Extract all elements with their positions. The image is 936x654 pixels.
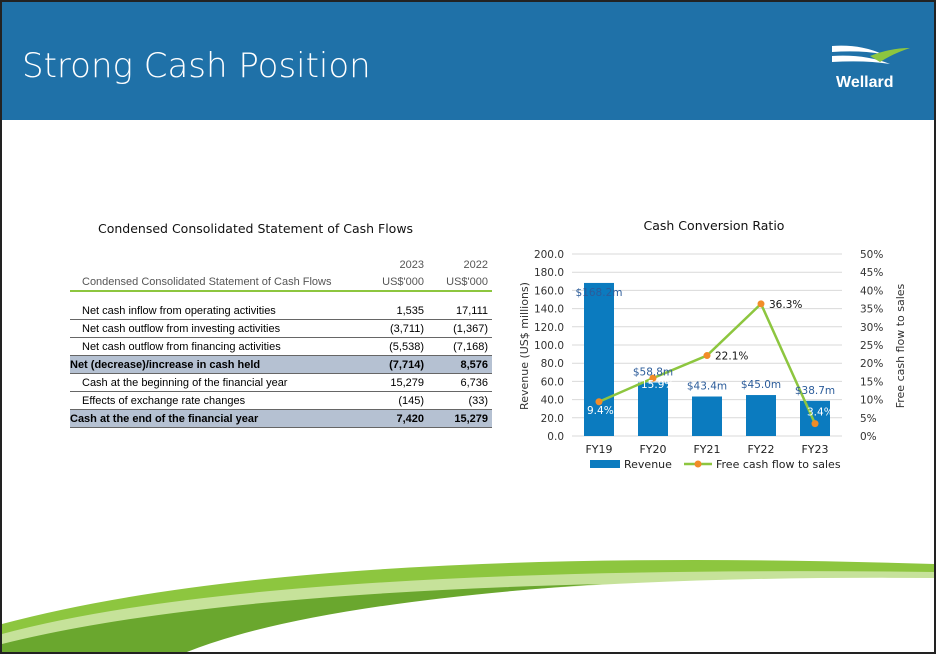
bar-value-label: $58.8m	[633, 366, 673, 378]
table-cell: Net cash outflow from investing activiti…	[70, 323, 364, 335]
bar-value-label: $45.0m	[741, 379, 781, 391]
line-value-label: 3.4%	[807, 407, 834, 419]
table-cell: 6,736	[428, 377, 492, 389]
table-cell: Net cash inflow from operating activitie…	[70, 305, 364, 317]
y2-axis-title: Free cash flow to sales	[894, 283, 907, 408]
y2-tick-label: 40%	[860, 285, 883, 297]
y-tick-label: 20.0	[541, 413, 564, 425]
table-cell: (7,168)	[428, 341, 492, 353]
line-value-label: 22.1%	[715, 351, 748, 363]
y-tick-label: 120.0	[534, 322, 564, 334]
y-tick-label: 200.0	[534, 249, 564, 261]
table-cell: Cash at the end of the financial year	[70, 413, 364, 425]
y2-tick-label: 30%	[860, 322, 883, 334]
y2-tick-label: 20%	[860, 358, 883, 370]
y2-tick-label: 25%	[860, 340, 883, 352]
table-cell: Net (decrease)/increase in cash held	[70, 359, 364, 371]
line-marker	[812, 420, 819, 427]
x-tick-label: FY19	[585, 443, 612, 456]
chart-title: Cash Conversion Ratio	[644, 218, 785, 233]
table-cell: Effects of exchange rate changes	[70, 395, 364, 407]
table-row: Net cash outflow from financing activiti…	[70, 338, 492, 356]
line-value-label: 9.4%	[587, 405, 614, 417]
logo-text: Wellard	[836, 74, 894, 92]
bar-value-label: $168.2m	[576, 287, 623, 299]
y2-tick-label: 15%	[860, 376, 883, 388]
table-cell: (5,538)	[364, 341, 428, 353]
header-cell: Condensed Consolidated Statement of Cash…	[70, 276, 364, 288]
y2-tick-label: 5%	[860, 413, 877, 425]
line-value-label: 15.9%	[641, 379, 674, 391]
table-cell: 17,111	[428, 305, 492, 317]
y2-tick-label: 45%	[860, 267, 883, 279]
bar	[692, 397, 722, 436]
table-cell: 15,279	[364, 377, 428, 389]
line-marker	[758, 300, 765, 307]
table-row: Net (decrease)/increase in cash held(7,7…	[70, 356, 492, 374]
table-cell: (33)	[428, 395, 492, 407]
table-title: Condensed Consolidated Statement of Cash…	[98, 221, 413, 236]
slide-title: Strong Cash Position	[22, 46, 371, 86]
table-header-row: Condensed Consolidated Statement of Cash…	[70, 273, 492, 292]
legend-swatch	[590, 460, 620, 468]
y-tick-label: 80.0	[541, 358, 564, 370]
x-tick-label: FY21	[693, 443, 720, 456]
bar-value-label: $38.7m	[795, 385, 835, 397]
table-cell: (145)	[364, 395, 428, 407]
decorative-swoosh	[2, 524, 934, 654]
table-cell: Cash at the beginning of the financial y…	[70, 377, 364, 389]
table-cell: 8,576	[428, 359, 492, 371]
y-tick-label: 100.0	[534, 340, 564, 352]
y-tick-label: 180.0	[534, 267, 564, 279]
y-tick-label: 40.0	[541, 395, 564, 407]
chart: Cash Conversion Ratio Revenue (US$ milli…	[512, 214, 932, 474]
line-marker	[704, 352, 711, 359]
legend-label: Revenue	[624, 458, 672, 471]
y-tick-label: 0.0	[547, 431, 564, 443]
bar-value-label: $43.4m	[687, 381, 727, 393]
y-tick-label: 140.0	[534, 304, 564, 316]
header-cell: 2023	[364, 259, 428, 271]
x-tick-label: FY22	[747, 443, 774, 456]
table-cell: (7,714)	[364, 359, 428, 371]
table-cell: 7,420	[364, 413, 428, 425]
y-axis-title: Revenue (US$ millions)	[518, 282, 531, 410]
x-tick-label: FY20	[639, 443, 666, 456]
y-tick-label: 60.0	[541, 376, 564, 388]
legend-swatch	[695, 461, 702, 468]
table-row: Net cash inflow from operating activitie…	[70, 302, 492, 320]
y2-tick-label: 10%	[860, 395, 883, 407]
line-value-label: 36.3%	[769, 299, 802, 311]
y2-tick-label: 50%	[860, 249, 883, 261]
y-tick-label: 160.0	[534, 285, 564, 297]
y2-tick-label: 0%	[860, 431, 877, 443]
slide: Strong Cash Position Wellard Condensed C…	[0, 0, 936, 654]
table-row: Effects of exchange rate changes(145)(33…	[70, 392, 492, 410]
legend-label: Free cash flow to sales	[716, 458, 841, 471]
table-row: Net cash outflow from investing activiti…	[70, 320, 492, 338]
table-cell: Net cash outflow from financing activiti…	[70, 341, 364, 353]
table-cell: 1,535	[364, 305, 428, 317]
table-cell: 15,279	[428, 413, 492, 425]
header-cell: 2022	[428, 259, 492, 271]
table-row: Cash at the beginning of the financial y…	[70, 374, 492, 392]
table-cell: (3,711)	[364, 323, 428, 335]
header-cell: US$'000	[428, 276, 492, 288]
bar	[746, 395, 776, 436]
y2-tick-label: 35%	[860, 304, 883, 316]
x-tick-label: FY23	[801, 443, 828, 456]
table-cell: (1,367)	[428, 323, 492, 335]
header-cell: US$'000	[364, 276, 428, 288]
